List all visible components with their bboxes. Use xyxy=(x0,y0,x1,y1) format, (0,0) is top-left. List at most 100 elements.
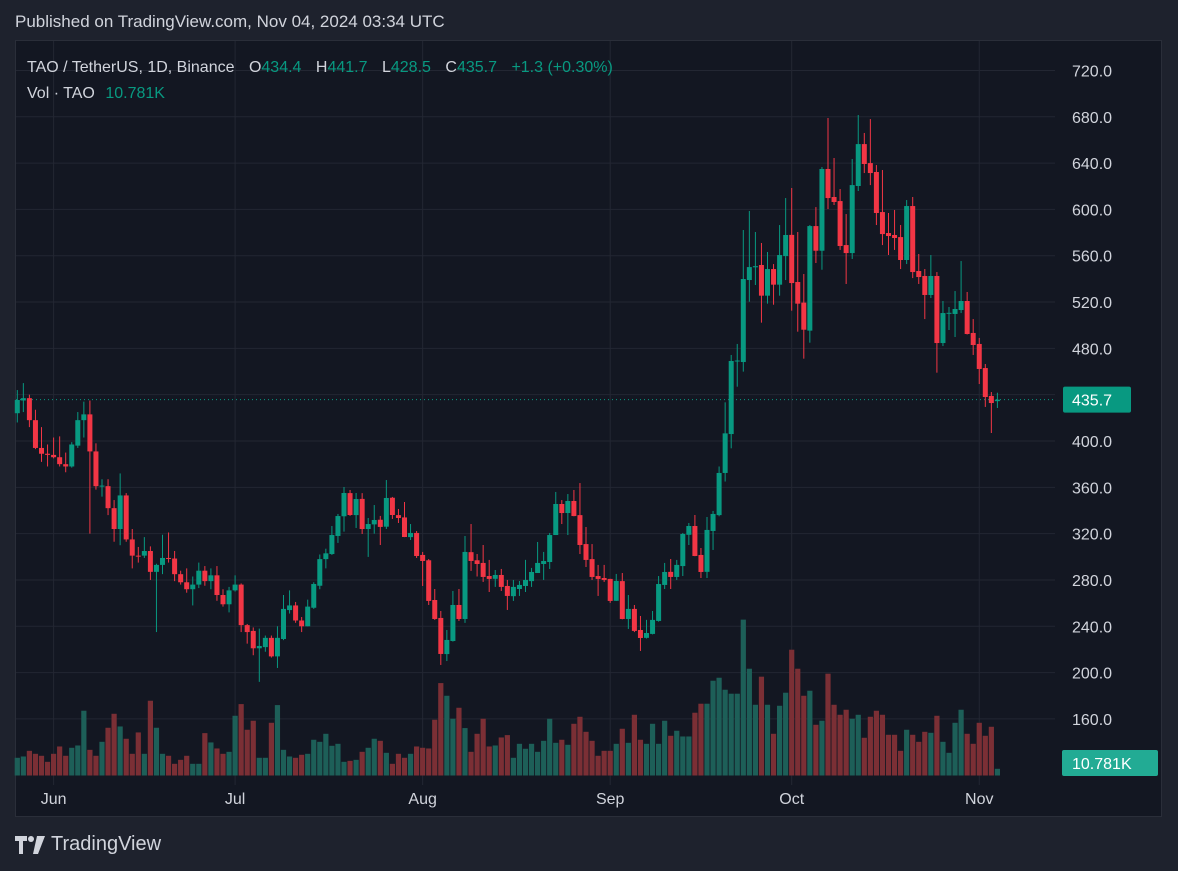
volume-bar xyxy=(135,732,141,776)
candle-up xyxy=(256,645,262,649)
candle-up xyxy=(704,529,710,572)
volume-bar xyxy=(873,710,879,776)
volume-bar xyxy=(625,742,631,776)
volume-bar xyxy=(940,741,946,776)
volume-label[interactable]: Vol · TAO xyxy=(27,85,95,102)
chart-pane[interactable] xyxy=(15,40,1162,817)
volume-bar xyxy=(299,754,305,776)
candle-up xyxy=(208,575,214,582)
candle-down xyxy=(916,271,922,278)
candle-down xyxy=(395,515,401,519)
candle-down xyxy=(892,234,898,239)
last-price-badge xyxy=(1063,386,1131,413)
candle-down xyxy=(577,515,583,545)
candle-up xyxy=(450,604,456,641)
volume-bar xyxy=(734,693,740,776)
candle-up xyxy=(287,605,293,611)
change-value: +1.3 (+0.30%) xyxy=(511,59,613,76)
candle-up xyxy=(160,557,165,565)
candle-up xyxy=(81,414,87,421)
candle-down xyxy=(172,558,178,575)
volume-bar xyxy=(704,703,710,776)
volume-bar xyxy=(934,715,940,776)
candle-down xyxy=(244,625,250,633)
candle-up xyxy=(656,584,662,621)
candle-down xyxy=(202,570,208,582)
candle-up xyxy=(20,398,26,401)
candle-down xyxy=(825,168,831,199)
candle-up xyxy=(946,312,952,314)
volume-bar xyxy=(359,751,365,776)
volume-bar xyxy=(607,750,613,776)
candle-up xyxy=(746,267,752,281)
candle-up xyxy=(928,275,934,295)
candle-up xyxy=(341,492,347,517)
candle-down xyxy=(637,629,643,638)
volume-bar xyxy=(698,703,704,776)
candle-up xyxy=(819,168,825,251)
volume-bar xyxy=(286,756,293,776)
tradingview-brand: TradingView xyxy=(51,833,162,855)
price-axis-label: 160.0 xyxy=(1072,712,1112,729)
candle-down xyxy=(964,300,970,335)
candle-up xyxy=(14,400,20,414)
symbol-title[interactable]: TAO / TetherUS, 1D, Binance xyxy=(27,59,235,76)
volume-bar xyxy=(220,753,226,776)
volume-bar xyxy=(353,759,359,776)
candle-up xyxy=(958,300,964,311)
price-axis-label: 520.0 xyxy=(1072,295,1112,312)
volume-bar xyxy=(498,737,504,776)
price-axis-label: 480.0 xyxy=(1072,341,1112,358)
candle-down xyxy=(111,508,117,530)
candle-down xyxy=(631,608,637,631)
volume-bar xyxy=(964,733,970,776)
candle-down xyxy=(692,525,698,556)
candle-up xyxy=(305,606,311,627)
price-axis-label: 280.0 xyxy=(1072,573,1112,590)
candle-down xyxy=(268,637,274,657)
volume-bar xyxy=(365,747,371,776)
candle-up xyxy=(547,535,553,563)
price-axis-label: 560.0 xyxy=(1072,249,1112,266)
candle-down xyxy=(250,630,256,649)
volume-bar xyxy=(825,673,831,776)
time-axis-label: Sep xyxy=(596,791,625,808)
candle-down xyxy=(910,206,916,273)
candle-down xyxy=(698,554,704,572)
candle-up xyxy=(408,532,414,538)
volume-bar xyxy=(395,753,402,776)
candle-down xyxy=(898,237,904,261)
time-axis-label: Jun xyxy=(41,791,67,808)
tradingview-footer[interactable]: TradingView xyxy=(15,833,161,856)
volume-bar xyxy=(75,745,81,776)
volume-bar xyxy=(329,745,335,776)
volume-bar xyxy=(57,746,63,776)
volume-bar xyxy=(976,722,982,776)
volume-bar xyxy=(480,718,486,776)
tradingview-logo-icon xyxy=(15,835,45,854)
candle-down xyxy=(934,275,940,344)
candle-up xyxy=(232,584,238,591)
candle-down xyxy=(377,519,383,527)
volume-bar xyxy=(153,727,160,776)
volume-bar xyxy=(141,753,147,776)
candle-up xyxy=(323,553,329,560)
candle-up xyxy=(716,472,722,516)
candle-up xyxy=(644,632,649,638)
volume-bar xyxy=(740,619,746,776)
volume-bar xyxy=(553,742,559,776)
candle-up xyxy=(523,579,528,586)
candle-down xyxy=(595,576,601,579)
candle-up xyxy=(807,226,813,331)
candle-up xyxy=(371,519,377,525)
candle-down xyxy=(873,171,879,213)
volume-bar xyxy=(268,722,274,776)
candle-down xyxy=(922,275,928,295)
time-axis-label: Oct xyxy=(779,791,804,808)
candle-up xyxy=(734,360,740,362)
candle-up xyxy=(69,444,75,467)
volume-bar xyxy=(238,704,244,776)
price-axis-label: 200.0 xyxy=(1072,666,1112,683)
volume-bar xyxy=(492,745,498,776)
